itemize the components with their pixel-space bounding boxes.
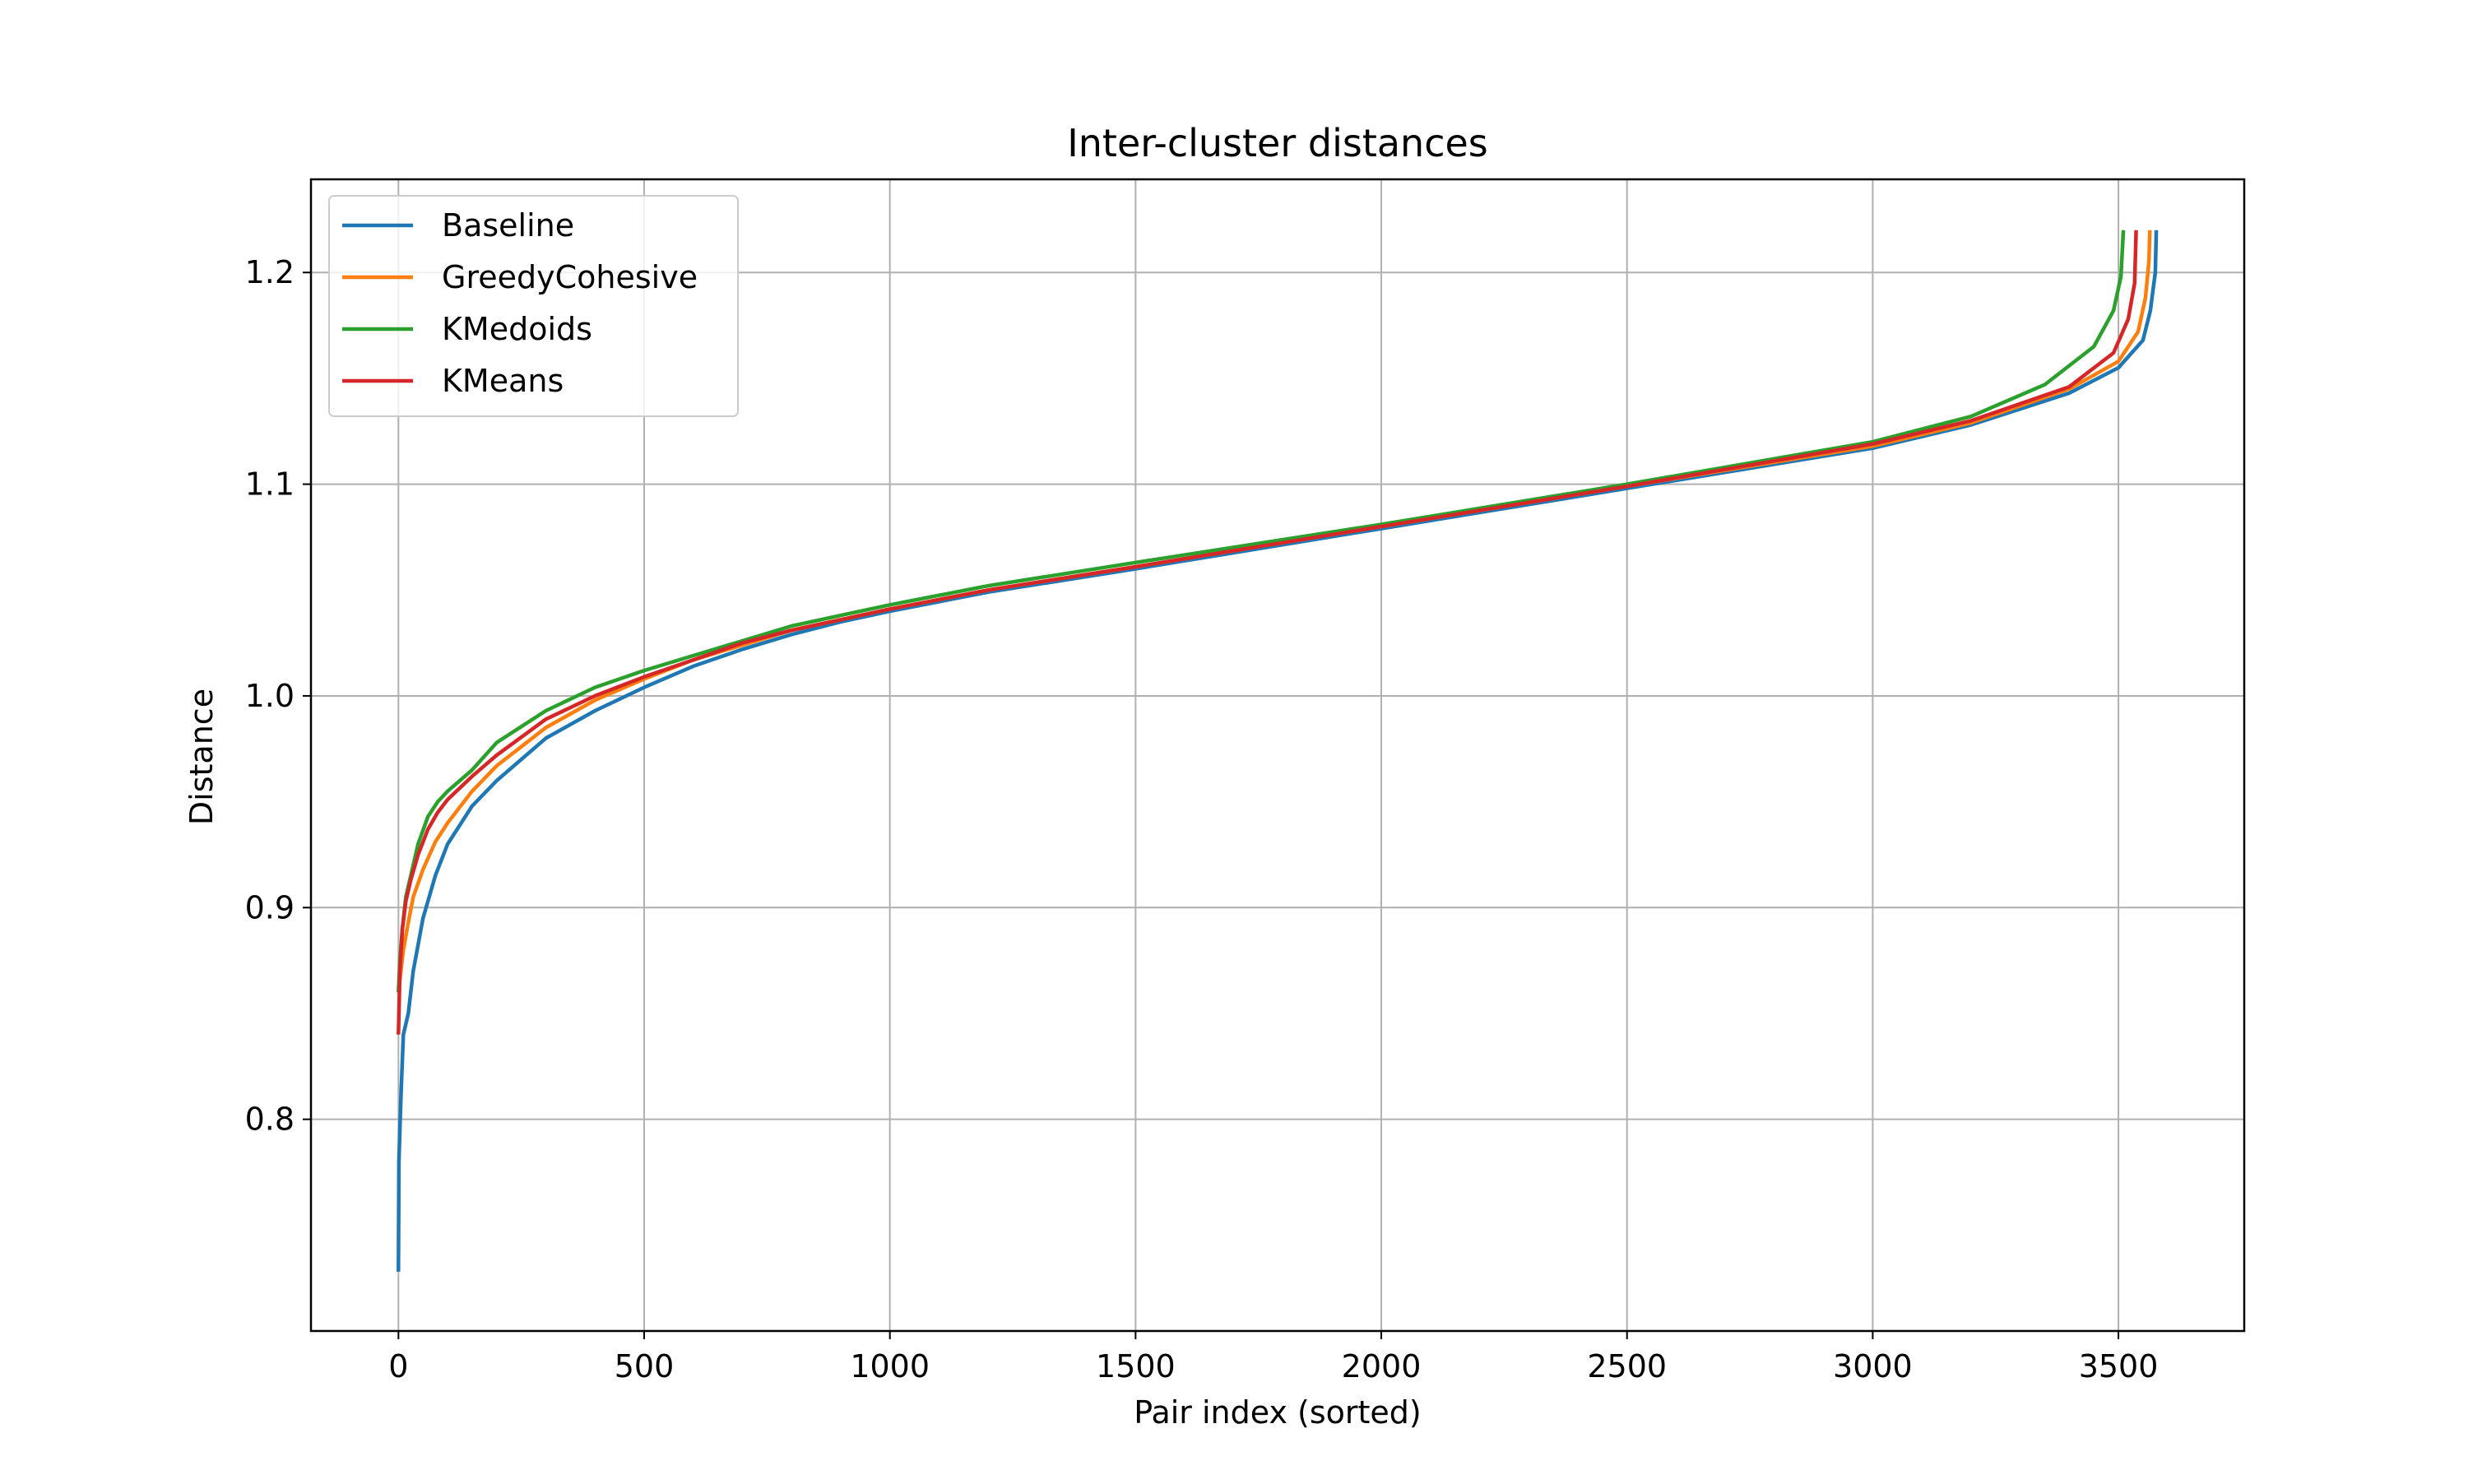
x-tick-label: 3500 bbox=[2079, 1348, 2159, 1384]
y-tick-label: 1.1 bbox=[245, 466, 295, 503]
x-tick-label: 0 bbox=[388, 1348, 408, 1384]
legend-box bbox=[328, 195, 739, 417]
legend-label: GreedyCohesive bbox=[442, 259, 698, 295]
legend-label: KMeans bbox=[442, 363, 564, 399]
grid-lines bbox=[311, 179, 2244, 1331]
series-lines bbox=[397, 230, 2159, 1272]
x-tick-label: 2500 bbox=[1587, 1348, 1667, 1384]
y-axis-title: Distance bbox=[183, 689, 220, 825]
y-tick-label: 1.2 bbox=[245, 254, 295, 290]
legend: Baseline GreedyCohesive KMedoids KMeans bbox=[328, 195, 739, 417]
x-tick-label: 2000 bbox=[1342, 1348, 1422, 1384]
y-tick-label: 1.0 bbox=[245, 678, 295, 714]
plot-frame bbox=[309, 178, 2246, 1333]
legend-label: KMedoids bbox=[442, 311, 592, 347]
series-line-kmeans bbox=[397, 230, 2138, 1035]
y-tick-label: 0.8 bbox=[245, 1101, 295, 1138]
x-tick-label: 1000 bbox=[850, 1348, 930, 1384]
series-line-kmedoids bbox=[397, 230, 2126, 993]
legend-label: Baseline bbox=[442, 207, 574, 243]
x-tick-label: 1500 bbox=[1096, 1348, 1176, 1384]
axis-ticks: 0 500 1000 1500 2000 2500 3000 3500 0.8 0.9 1.0 1.1… bbox=[245, 254, 2159, 1384]
x-tick-label: 3000 bbox=[1833, 1348, 1913, 1384]
y-tick-label: 0.9 bbox=[245, 889, 295, 925]
x-tick-label: 500 bbox=[615, 1348, 675, 1384]
series-line-baseline bbox=[397, 230, 2159, 1272]
chart-title: Inter-cluster distances bbox=[1067, 121, 1488, 165]
x-axis-title: Pair index (sorted) bbox=[1134, 1394, 1422, 1431]
